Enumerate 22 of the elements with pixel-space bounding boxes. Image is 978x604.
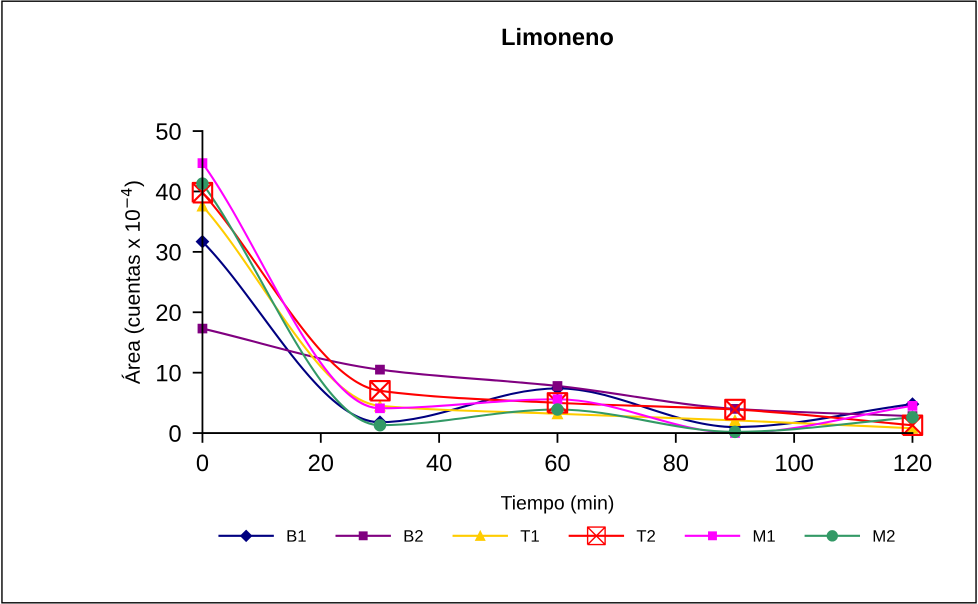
y-tick-label: 20: [156, 304, 181, 322]
y-tick-label: 10: [157, 364, 181, 382]
y-tick-label: 0: [169, 425, 181, 442]
y-tick-label: 50: [156, 123, 181, 140]
x-tick-label: 60: [546, 454, 570, 472]
y-tick-label: 30: [156, 244, 181, 261]
x-tick-label: 40: [426, 454, 452, 472]
chart-title: Limoneno: [502, 28, 613, 46]
x-tick-label: 80: [664, 454, 688, 472]
legend-label: M2: [874, 530, 895, 542]
x-tick-label: 20: [308, 454, 333, 472]
y-axis-title: Área (cuentas x 10$^{−4}$): [121, 181, 144, 384]
legend-label: T1: [520, 530, 539, 542]
y-tick-label: 40: [156, 184, 181, 200]
legend-label: T2: [636, 530, 655, 542]
legend-label: B2: [404, 530, 423, 542]
x-tick-label: 0: [196, 454, 208, 472]
legend-label: B1: [288, 530, 306, 542]
legend-label: M1: [754, 530, 775, 542]
x-tick-label: 100: [776, 454, 813, 472]
x-axis-title: Tiempo (min): [501, 495, 614, 514]
x-tick-label: 120: [894, 454, 932, 472]
